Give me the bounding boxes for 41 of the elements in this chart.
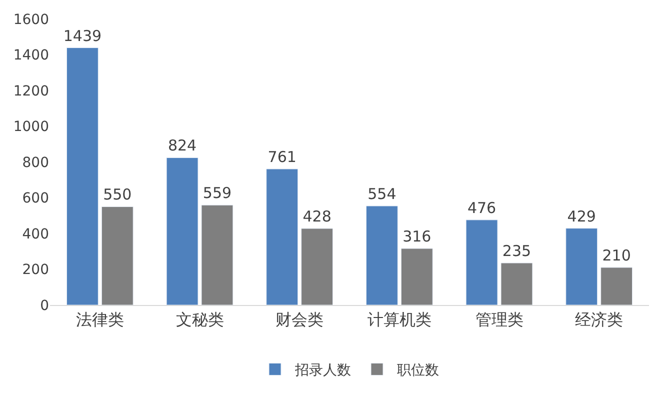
data-label: 476 <box>467 198 496 217</box>
data-label: 316 <box>402 228 432 246</box>
legend-label: 招录人数 <box>294 362 351 379</box>
y-tick-label: 1000 <box>13 119 49 136</box>
x-tick-label: 计算机类 <box>367 310 432 330</box>
bar <box>366 206 398 305</box>
data-label: 235 <box>502 242 532 260</box>
y-tick-label: 200 <box>22 262 49 278</box>
data-label: 429 <box>567 207 596 226</box>
x-tick-label: 财会类 <box>276 310 324 330</box>
bar <box>566 228 598 305</box>
data-label: 554 <box>368 184 396 203</box>
bar <box>166 157 198 305</box>
data-label: 210 <box>602 246 631 264</box>
x-tick-label: 法律类 <box>76 310 124 330</box>
data-label: 428 <box>302 208 332 226</box>
bar <box>400 248 433 305</box>
data-label: 824 <box>168 136 197 155</box>
bar <box>600 267 633 305</box>
bar <box>301 228 334 305</box>
y-tick-label: 1600 <box>13 12 49 28</box>
y-tick-label: 600 <box>22 190 49 207</box>
bar <box>266 168 298 305</box>
y-tick-label: 1200 <box>13 83 49 100</box>
x-tick-label: 经济类 <box>575 310 624 330</box>
y-tick-label: 400 <box>22 226 49 242</box>
bar <box>500 262 533 305</box>
x-tick-label: 管理类 <box>475 310 524 330</box>
data-label: 550 <box>103 186 132 204</box>
bar <box>66 48 98 305</box>
bar <box>201 204 234 305</box>
data-label: 1439 <box>63 26 102 45</box>
x-tick-label: 文秘类 <box>176 310 224 330</box>
data-label: 559 <box>202 184 232 202</box>
y-tick-label: 1400 <box>13 48 49 64</box>
bar <box>466 220 498 305</box>
y-tick-label: 800 <box>22 154 49 171</box>
data-label: 761 <box>268 148 296 166</box>
legend-label: 职位数 <box>397 362 439 379</box>
bar <box>101 206 134 305</box>
y-tick-label: 0 <box>40 298 49 314</box>
